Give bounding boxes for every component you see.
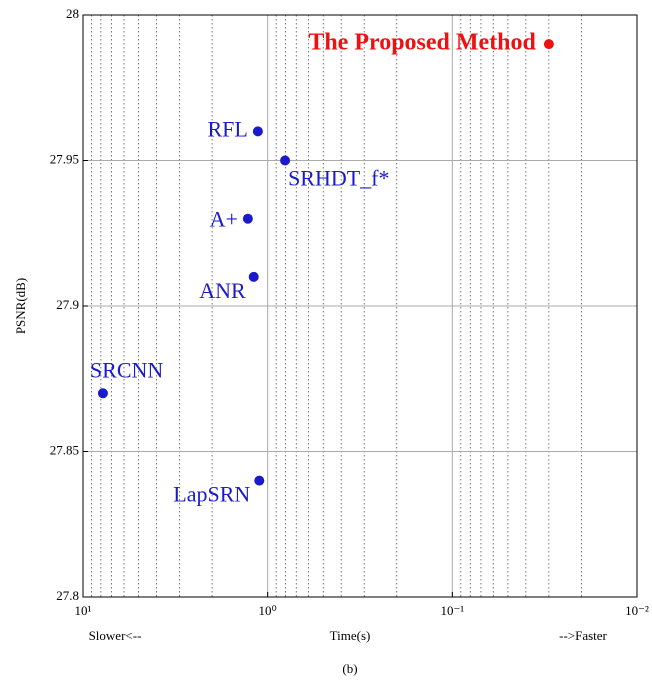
point [543,39,554,50]
x-tick-label: 10¹ [75,603,92,618]
y-tick-label: 27.95 [50,151,79,166]
point-label: SRHDT_f* [288,166,389,191]
point [252,126,263,137]
annotation: Slower<-- [89,628,142,643]
annotation: -->Faster [559,628,607,643]
point-label: ANR [199,278,246,303]
x-axis-label: Time(s) [330,628,371,643]
y-tick-label: 27.9 [56,297,79,312]
point [242,213,253,224]
x-tick-label: 10⁻² [625,603,649,618]
point-label: The Proposed Method [308,30,536,56]
y-axis-label: PSNR(dB) [13,278,28,334]
point-label: LapSRN [173,482,250,507]
point-label: RFL [208,116,248,141]
y-tick-label: 27.85 [50,442,79,457]
point-label: A+ [210,207,238,232]
annotation: (b) [342,661,357,676]
point [280,155,291,166]
x-tick-label: 10⁻¹ [440,603,464,618]
point [254,475,265,486]
point [248,271,259,282]
y-tick-label: 27.8 [56,588,79,603]
point [97,388,108,399]
y-tick-label: 28 [66,6,79,21]
x-tick-label: 10⁰ [259,603,277,618]
point-label: SRCNN [90,357,163,382]
plot-frame [82,14,638,598]
